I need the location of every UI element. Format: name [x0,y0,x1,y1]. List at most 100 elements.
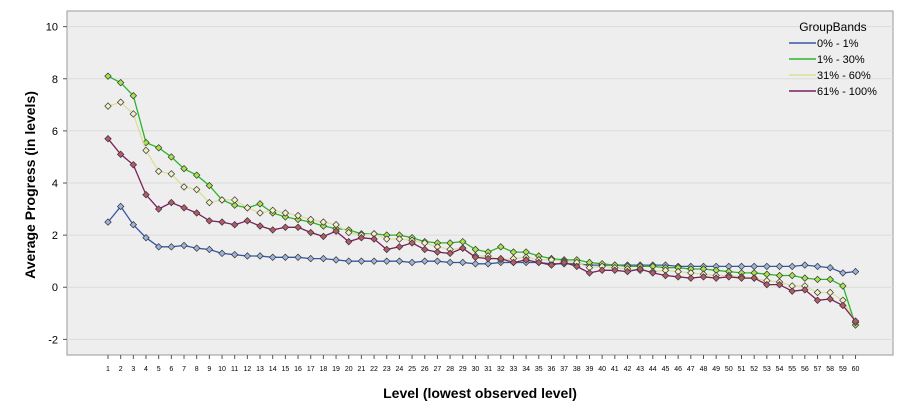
data-point [788,287,796,295]
data-point [256,200,264,208]
data-point [319,232,328,241]
data-point [154,144,163,152]
x-tick-label: 47 [687,366,695,373]
data-point [129,161,138,169]
data-point [813,262,822,271]
series-4 [104,135,860,325]
data-point [116,78,125,87]
x-tick-label: 40 [598,366,606,373]
data-point [560,258,568,267]
x-tick-label: 57 [814,366,822,373]
data-point [623,267,632,276]
data-point [167,243,176,251]
x-tick-label: 13 [256,366,264,373]
data-point [775,262,784,271]
data-point [851,317,860,325]
x-tick-label: 9 [207,366,211,373]
series-lines [104,72,860,329]
data-point [775,280,784,289]
data-point [192,244,201,252]
data-point [154,167,163,175]
data-point [547,261,556,269]
data-point [851,267,860,276]
data-point [611,266,619,274]
data-point [167,170,176,178]
data-point [839,301,847,310]
x-tick-label: 54 [776,366,784,373]
data-point [446,249,454,258]
x-tick-label: 3 [131,366,135,373]
data-point [737,274,746,282]
data-point [839,269,847,277]
data-point [801,274,809,282]
x-tick-label: 23 [383,366,391,373]
data-point [104,218,112,226]
x-tick-label: 1 [106,366,110,373]
x-tick-label: 10 [218,366,226,373]
data-point [345,228,353,237]
data-point [471,260,480,268]
x-tick-label: 16 [294,366,302,373]
data-point [661,271,670,280]
data-point [269,253,277,261]
x-tick-label: 11 [231,366,238,373]
data-point [294,211,302,220]
data-point [294,253,302,261]
data-point [598,266,606,274]
x-tick-label: 52 [750,366,758,373]
x-tick-label: 19 [332,366,340,373]
x-tick-label: 51 [738,366,746,373]
x-tick-label: 32 [497,366,505,373]
x-tick-label: 21 [358,366,366,373]
x-tick-label: 45 [662,366,670,373]
data-point [243,204,252,212]
gridlines [67,26,893,340]
data-point [269,206,277,215]
data-point [116,150,125,159]
data-point [471,253,480,261]
data-point [484,254,492,263]
data-point [116,98,125,106]
data-point [497,243,505,251]
data-point [636,265,644,273]
x-tick-label: 20 [345,366,353,373]
data-point [243,217,252,225]
x-tick-label: 56 [801,366,809,373]
data-point [256,252,264,260]
data-point [205,198,214,207]
x-tick-label: 44 [649,366,657,373]
data-point [813,296,822,304]
data-point [129,92,138,100]
y-tick-label: 6 [52,126,58,138]
data-point [231,250,239,259]
data-point [319,254,328,263]
data-point [370,235,378,243]
y-tick-label: -2 [48,334,58,346]
x-tick-label: 22 [370,366,378,373]
x-tick-label: 26 [421,366,429,373]
x-tick-label: 17 [307,366,315,373]
data-point [408,258,416,267]
data-point [395,243,404,251]
data-point [383,245,391,254]
data-point [180,183,188,191]
data-point [154,205,163,213]
data-point [231,201,239,209]
x-tick-label: 7 [182,366,186,373]
y-tick-label: 10 [46,22,58,34]
data-point [167,198,176,207]
data-point [826,275,834,284]
data-point [509,258,518,267]
data-point [307,215,315,224]
data-point [345,237,353,246]
data-point [231,196,239,204]
data-point [205,217,214,225]
data-point [813,275,822,284]
data-point [345,257,353,265]
data-point [535,258,543,267]
x-tick-label: 31 [484,366,492,373]
data-point [370,257,378,265]
x-tick-label: 15 [281,366,289,373]
x-axis-title: Level (lowest observed level) [383,385,577,401]
data-point [750,274,758,282]
